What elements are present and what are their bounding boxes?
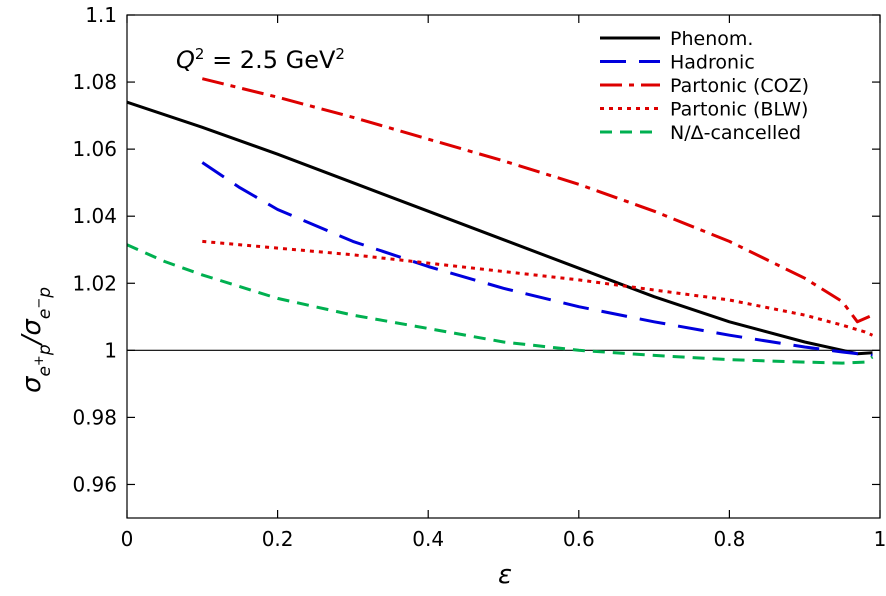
- y-tick-label: 1: [104, 338, 117, 362]
- series-line-4: [126, 243, 874, 365]
- legend-label-4: N/Δ-cancelled: [670, 122, 801, 144]
- legend-label-3: Partonic (BLW): [670, 99, 808, 121]
- x-axis-label: ε: [498, 560, 512, 590]
- series-line-2: [201, 77, 874, 324]
- legend-label-0: Phenom.: [670, 28, 753, 50]
- y-tick-label: 0.96: [72, 472, 117, 496]
- svg-text:σe+p/σe−p: σe+p/σe−p: [17, 287, 55, 393]
- series-line-3: [202, 239, 874, 337]
- x-tick-label: 0: [121, 527, 134, 551]
- x-tick-label: 0.2: [262, 527, 294, 551]
- y-tick-label: 1.04: [72, 204, 117, 228]
- legend-label-2: Partonic (COZ): [670, 75, 809, 97]
- y-tick-label: 1.02: [72, 271, 117, 295]
- ticks-layer: 0 0.2 0.4 0.6 0.8 1 0.96 0.98 1 1.02 1.04 1.06 1.08 1…: [72, 3, 886, 551]
- series-layer: [126, 77, 874, 365]
- plot-frame: [126, 14, 881, 519]
- x-tick-label: 0.6: [563, 527, 595, 551]
- series-line-1: [201, 161, 873, 357]
- legend-label-1: Hadronic: [670, 52, 755, 74]
- y-tick-label: 0.98: [72, 405, 117, 429]
- q2-annotation: Q2 = 2.5 GeV2: [176, 45, 345, 74]
- x-tick-label: 1: [874, 527, 886, 551]
- x-tick-label: 0.8: [713, 527, 745, 551]
- y-tick-label: 1.08: [72, 70, 117, 94]
- y-tick-label: 1.1: [85, 3, 117, 27]
- y-tick-label: 1.06: [72, 137, 117, 161]
- x-tick-label: 0.4: [412, 527, 444, 551]
- y-axis-label: σe+p/σe−p: [17, 287, 55, 393]
- series-line-0: [126, 100, 873, 356]
